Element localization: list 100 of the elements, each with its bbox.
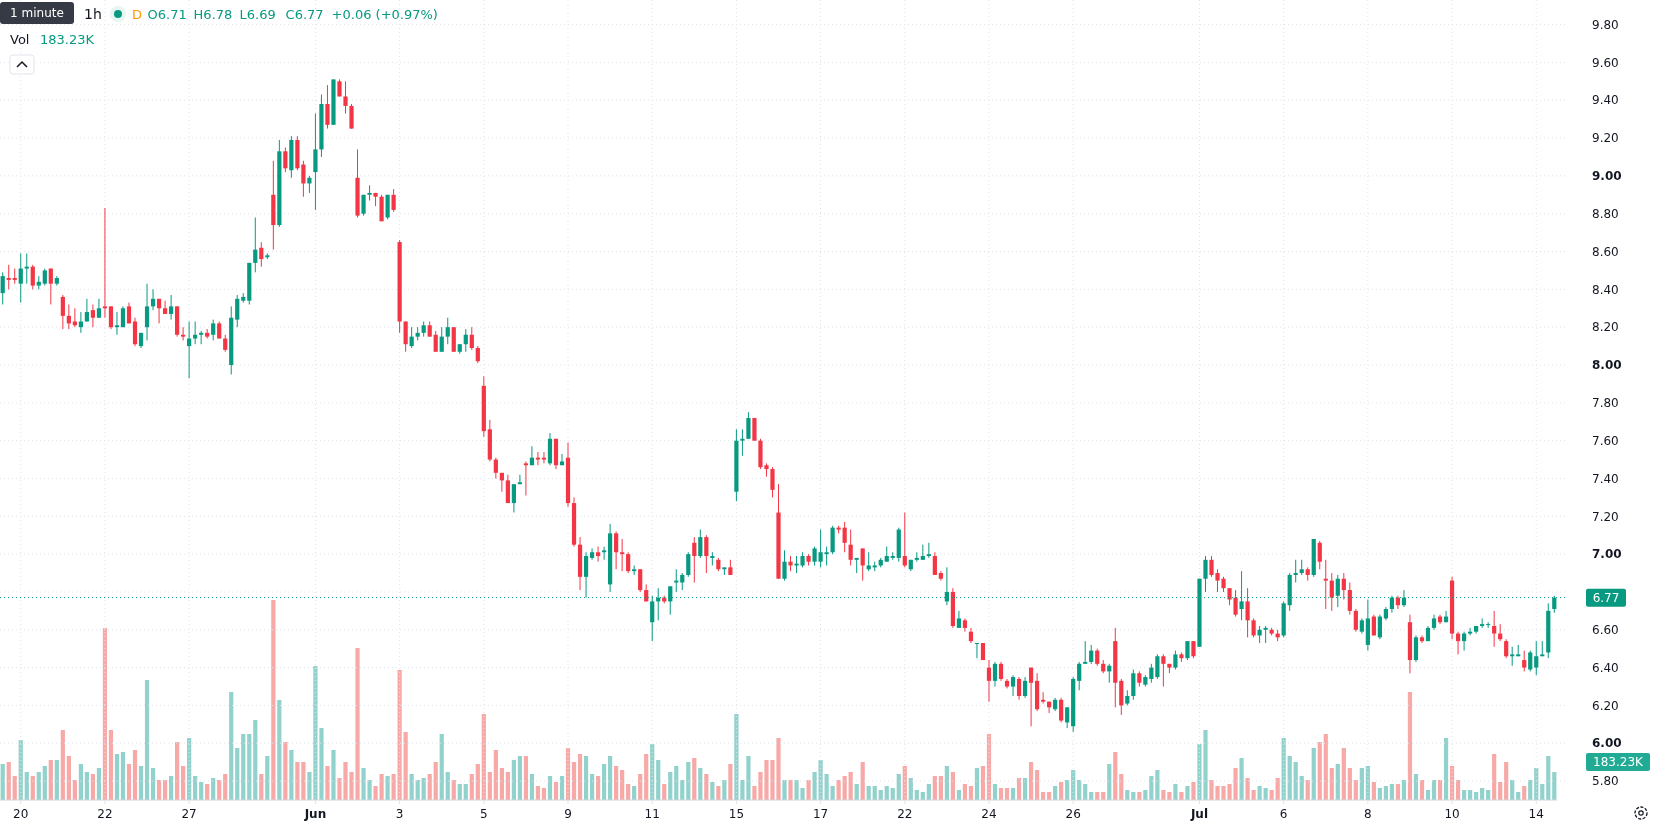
bar xyxy=(1540,784,1545,800)
bar xyxy=(620,770,625,800)
x-tick-label: 22 xyxy=(897,807,913,821)
candlestick xyxy=(1492,610,1497,648)
bar xyxy=(523,756,529,800)
bar xyxy=(205,784,210,800)
y-tick-label: 6.40 xyxy=(1592,660,1619,675)
bar xyxy=(138,766,144,800)
candlestick xyxy=(866,551,871,572)
bar xyxy=(511,760,516,800)
candlestick xyxy=(962,617,968,633)
candlestick xyxy=(18,252,23,304)
bar xyxy=(325,766,330,800)
bar xyxy=(150,768,156,800)
bar xyxy=(1504,762,1509,800)
candlestick xyxy=(1161,653,1166,688)
candlestick xyxy=(439,326,444,353)
y-tick-label: 9.20 xyxy=(1592,131,1619,146)
bar xyxy=(896,774,901,800)
x-tick-label: Jun xyxy=(303,807,327,821)
candlestick xyxy=(433,330,438,353)
bar xyxy=(301,762,306,800)
candlestick xyxy=(168,294,174,321)
candlestick xyxy=(48,268,53,305)
bar xyxy=(247,734,252,800)
candlestick xyxy=(114,311,120,336)
x-tick-label: 3 xyxy=(395,807,404,821)
bar xyxy=(409,774,414,800)
y-tick-label: 6.20 xyxy=(1592,698,1619,713)
annotation: C6.77 xyxy=(285,7,324,22)
candlestick xyxy=(1059,697,1064,723)
y-tick-label: 7.60 xyxy=(1592,433,1619,448)
candlestick xyxy=(626,551,631,574)
candlestick xyxy=(523,460,529,497)
candlestick xyxy=(595,546,601,563)
bar xyxy=(78,764,83,800)
bar xyxy=(1239,758,1244,800)
candlestick xyxy=(403,321,408,353)
y-tick-label: 8.60 xyxy=(1592,244,1619,259)
candlestick xyxy=(349,103,354,130)
candlestick xyxy=(90,303,96,328)
x-tick-label: 15 xyxy=(728,807,745,821)
bar xyxy=(962,784,968,800)
bar xyxy=(499,768,504,800)
candlestick xyxy=(860,547,865,582)
bar xyxy=(36,772,41,800)
x-tick-label: 10 xyxy=(1444,807,1460,821)
bar xyxy=(1389,784,1395,800)
bar xyxy=(626,784,631,800)
candlestick xyxy=(1155,653,1160,680)
candlestick xyxy=(1534,640,1539,676)
bar xyxy=(331,750,336,800)
candlestick xyxy=(211,319,216,341)
bar xyxy=(289,750,294,800)
bar xyxy=(259,774,264,800)
y-tick-label: 7.00 xyxy=(1592,547,1622,562)
candlestick xyxy=(1149,663,1154,684)
bar xyxy=(457,784,462,800)
x-tick-label: 27 xyxy=(181,807,197,821)
x-tick-label: 9 xyxy=(564,807,572,821)
y-tick-label: 6.60 xyxy=(1592,622,1619,637)
candlestick xyxy=(325,84,330,130)
annotation: 183.23K xyxy=(40,32,95,47)
candlestick xyxy=(974,642,980,659)
bar xyxy=(42,766,47,800)
candlestick xyxy=(108,305,114,330)
candlestick xyxy=(493,457,498,479)
bar xyxy=(469,774,474,800)
candlestick xyxy=(698,529,703,559)
candlestick xyxy=(1486,621,1491,629)
annotation: O6.71 xyxy=(147,7,187,22)
bar xyxy=(662,784,667,800)
candlestick xyxy=(782,549,787,582)
y-tick-label: 7.80 xyxy=(1592,396,1619,411)
candlestick xyxy=(1131,669,1136,701)
bar xyxy=(571,762,577,800)
candlestick xyxy=(674,568,679,593)
candlestick xyxy=(986,659,992,703)
y-tick-label: 9.00 xyxy=(1592,169,1622,184)
x-tick-label: 8 xyxy=(1364,807,1372,821)
candlestick xyxy=(1341,572,1346,601)
bar xyxy=(1028,762,1034,800)
candlestick xyxy=(102,207,108,319)
bar xyxy=(1492,754,1497,800)
candlestick xyxy=(343,80,348,114)
bar xyxy=(403,732,408,800)
bar xyxy=(493,750,498,800)
candlestick xyxy=(517,474,523,485)
y-tick-label: 7.40 xyxy=(1592,471,1619,486)
bar xyxy=(1119,774,1124,800)
candlestick xyxy=(1185,640,1190,661)
bar xyxy=(1317,742,1322,800)
annotation: +0.06 (+0.97%) xyxy=(331,7,438,22)
bar xyxy=(860,762,865,800)
candlestick xyxy=(132,317,138,347)
bar xyxy=(6,762,11,800)
x-tick-label: 22 xyxy=(97,807,113,821)
candlestick xyxy=(541,451,547,464)
bar xyxy=(48,760,53,800)
bar xyxy=(1034,770,1040,800)
